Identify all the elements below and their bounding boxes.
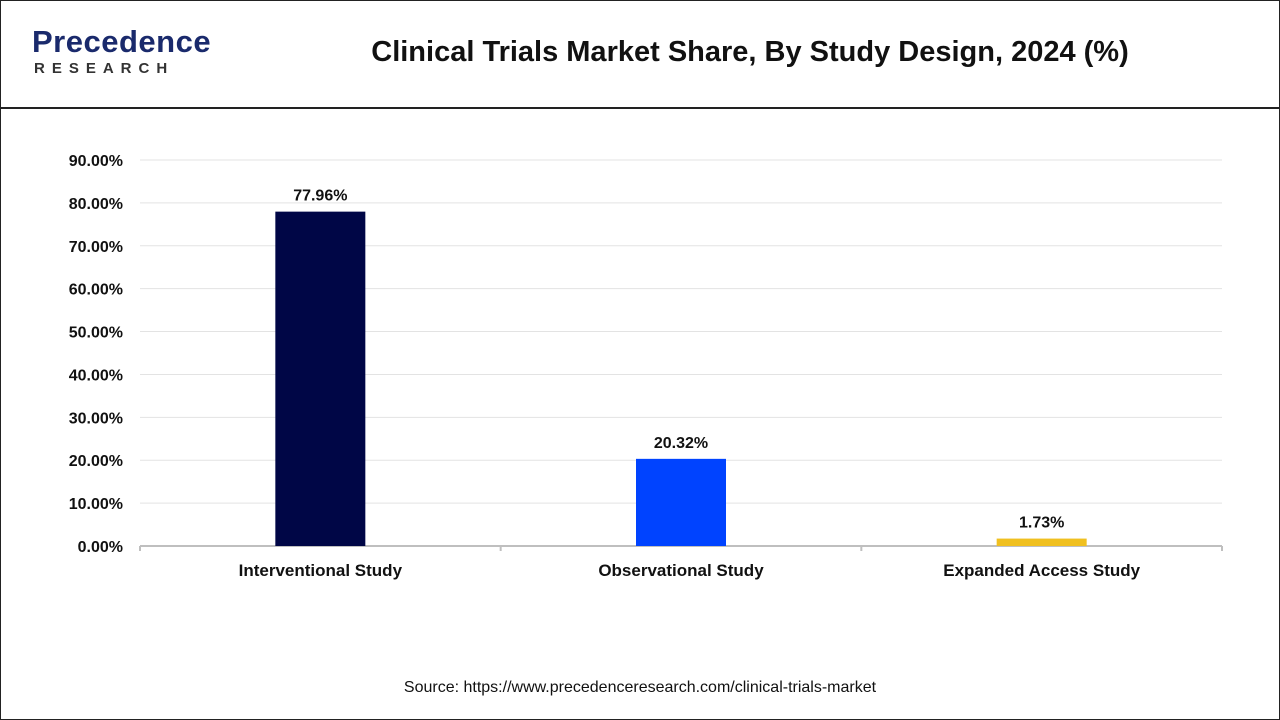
y-tick-label: 90.00% — [69, 153, 123, 170]
bar-observational-study — [636, 458, 726, 546]
y-tick-label: 50.00% — [69, 325, 123, 342]
bar-interventional-study — [275, 211, 366, 546]
source-note: Source: https://www.precedenceresearch.c… — [403, 679, 877, 696]
bar-chart: 0.00% 10.00% 20.00% 30.00% 40.00% 50.00% 60.00… — [69, 153, 1223, 580]
y-tick-label: 10.00% — [69, 496, 123, 513]
bar-expanded-access-study — [996, 538, 1087, 546]
y-tick-label: 30.00% — [69, 410, 123, 427]
x-tick-label: Interventional Study — [239, 561, 403, 580]
y-tick-label: 0.00% — [78, 539, 123, 556]
y-tick-label: 20.00% — [69, 453, 123, 470]
y-tick-label: 60.00% — [69, 282, 123, 299]
brand-subtitle: RESEARCH — [34, 60, 175, 77]
data-label: 20.32% — [654, 435, 708, 452]
y-tick-label: 40.00% — [69, 367, 123, 384]
y-tick-label: 70.00% — [69, 239, 123, 256]
header: Precedence RESEARCH Clinical Trials Mark… — [0, 0, 1280, 109]
y-tick-label: 80.00% — [69, 196, 123, 213]
chart-title: Clinical Trials Market Share, By Study D… — [371, 36, 1129, 68]
x-tick-label: Observational Study — [598, 561, 764, 580]
data-label: 1.73% — [1019, 515, 1064, 532]
data-label: 77.96% — [293, 188, 347, 205]
brand-logo: Precedence RESEARCH — [32, 24, 232, 84]
x-tick-label: Expanded Access Study — [943, 561, 1140, 580]
brand-name: Precedence — [32, 24, 212, 59]
